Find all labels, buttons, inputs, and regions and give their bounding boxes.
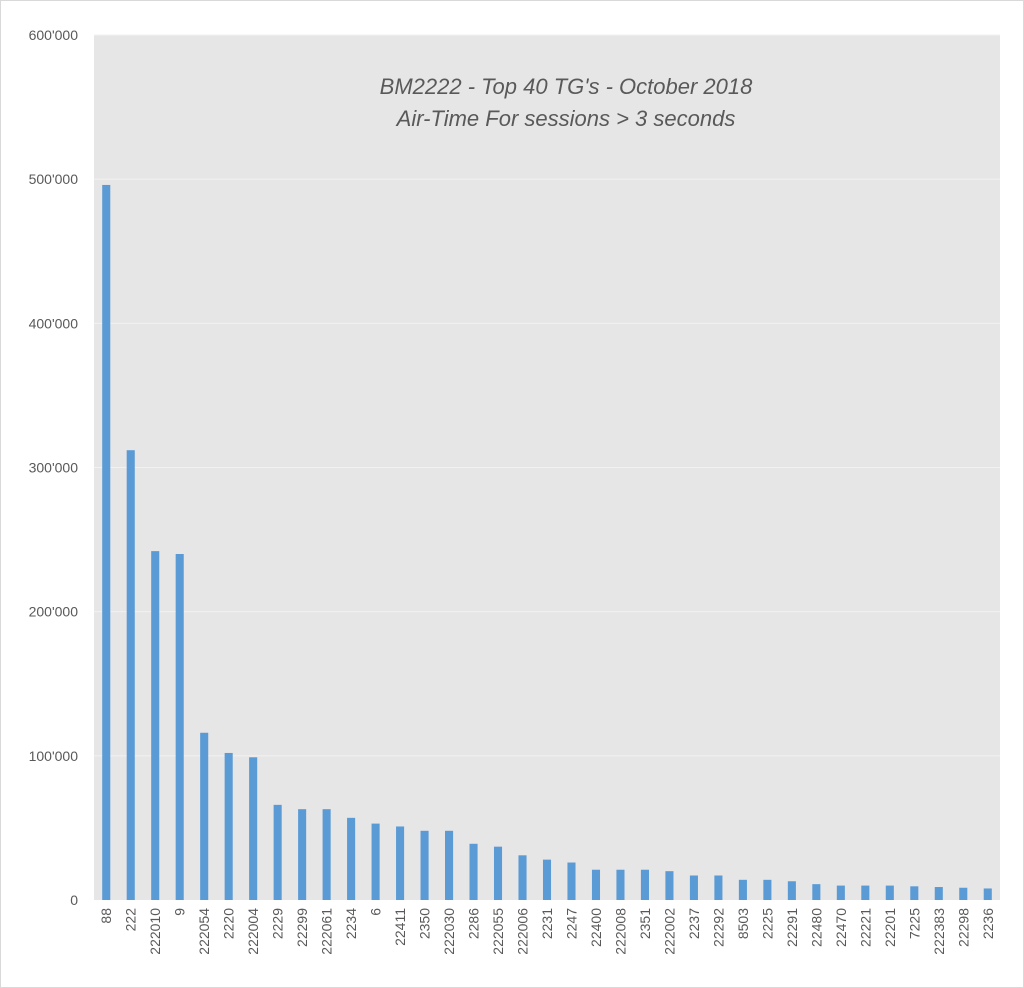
bar-7225 xyxy=(910,886,919,900)
bar-2234 xyxy=(347,817,356,900)
bar-22470 xyxy=(836,885,845,900)
bar-2237 xyxy=(689,875,698,900)
bar-222006 xyxy=(518,855,527,900)
bar-222383 xyxy=(934,887,943,900)
bar-222055 xyxy=(493,846,503,900)
bar-222054 xyxy=(200,732,209,900)
x-tick-label: 222010 xyxy=(147,908,163,955)
bar-22201 xyxy=(885,885,894,900)
x-tick-label: 222002 xyxy=(661,908,677,955)
x-tick-label: 22201 xyxy=(882,908,898,947)
x-tick-label: 222008 xyxy=(612,908,628,955)
x-tick-label: 22298 xyxy=(955,908,971,947)
bar-2229 xyxy=(273,804,282,900)
x-tick-label: 22470 xyxy=(833,908,849,947)
y-tick-label: 300'000 xyxy=(29,460,79,476)
chart-subtitle: Air-Time For sessions > 3 seconds xyxy=(395,106,736,131)
x-tick-label: 22291 xyxy=(784,908,800,947)
bar-222010 xyxy=(151,551,160,900)
x-tick-label: 88 xyxy=(98,908,114,924)
bar-222030 xyxy=(445,830,454,900)
bars xyxy=(102,184,992,900)
bar-222061 xyxy=(322,809,331,900)
bar-9 xyxy=(175,554,184,900)
x-tick-label: 6 xyxy=(368,908,384,916)
bar-6 xyxy=(371,823,380,900)
x-tick-label: 9 xyxy=(172,908,188,916)
x-tick-label: 2286 xyxy=(466,908,482,939)
x-tick-label: 2350 xyxy=(417,908,433,939)
x-tick-label: 2220 xyxy=(221,908,237,939)
x-tick-label: 2237 xyxy=(686,908,702,939)
x-tick-label: 222030 xyxy=(441,908,457,955)
y-tick-label: 200'000 xyxy=(29,604,79,620)
bar-222008 xyxy=(616,869,625,900)
x-tick-label: 7225 xyxy=(906,908,922,939)
bar-2225 xyxy=(763,879,772,900)
chart-title: BM2222 - Top 40 TG's - October 2018 xyxy=(380,74,753,99)
x-tick-label: 222383 xyxy=(931,908,947,955)
x-tick-label: 2229 xyxy=(270,908,286,939)
bar-22400 xyxy=(591,869,601,900)
bar-2220 xyxy=(224,752,233,900)
y-tick-label: 600'000 xyxy=(29,27,79,43)
gridlines xyxy=(94,34,1000,757)
y-tick-label: 0 xyxy=(70,892,78,908)
x-tick-label: 222006 xyxy=(515,908,531,955)
x-tick-label: 22480 xyxy=(808,908,824,947)
x-tick-label: 22221 xyxy=(857,908,873,947)
bar-22298 xyxy=(959,887,968,900)
x-tick-label: 2247 xyxy=(563,908,579,939)
bar-22480 xyxy=(812,884,821,900)
x-tick-label: 2225 xyxy=(759,908,775,939)
bar-2350 xyxy=(420,830,429,900)
bar-2236 xyxy=(983,888,992,900)
y-tick-label: 500'000 xyxy=(29,171,79,187)
x-tick-label: 22299 xyxy=(294,908,310,947)
x-tick-label: 2236 xyxy=(980,908,996,939)
x-tick-label: 222004 xyxy=(245,908,261,955)
y-axis-tick-labels: 0 100'000 200'000 300'000 400'000 500'000 600'… xyxy=(29,27,79,908)
x-tick-label: 2231 xyxy=(539,908,555,939)
x-tick-label: 222 xyxy=(123,908,139,932)
bar-88 xyxy=(102,184,111,900)
bar-22411 xyxy=(396,826,405,900)
x-tick-label: 22400 xyxy=(588,908,604,947)
y-tick-label: 100'000 xyxy=(29,748,79,764)
x-tick-label: 2351 xyxy=(637,908,653,939)
bar-222 xyxy=(126,450,135,900)
bar-2351 xyxy=(640,869,649,900)
bar-2247 xyxy=(567,862,576,900)
bar-22291 xyxy=(787,881,796,900)
bar-222002 xyxy=(665,871,674,900)
bar-22292 xyxy=(714,875,723,900)
x-axis-tick-labels: 88 222 222010 9 222054 2220 222004 2229 22299 222… xyxy=(98,908,996,955)
x-tick-label: 8503 xyxy=(735,908,751,939)
bar-2286 xyxy=(469,843,478,900)
x-tick-label: 222054 xyxy=(196,908,212,955)
x-tick-label: 22411 xyxy=(392,908,408,946)
x-tick-label: 2234 xyxy=(343,908,359,939)
bar-22299 xyxy=(298,809,307,900)
x-tick-label: 22292 xyxy=(710,908,726,947)
y-tick-label: 400'000 xyxy=(29,315,79,331)
x-tick-label: 222055 xyxy=(490,908,506,955)
bar-22221 xyxy=(861,885,870,900)
bar-8503 xyxy=(738,879,747,900)
x-tick-label: 222061 xyxy=(319,908,335,955)
bar-2231 xyxy=(542,859,552,900)
bar-222004 xyxy=(249,757,258,900)
